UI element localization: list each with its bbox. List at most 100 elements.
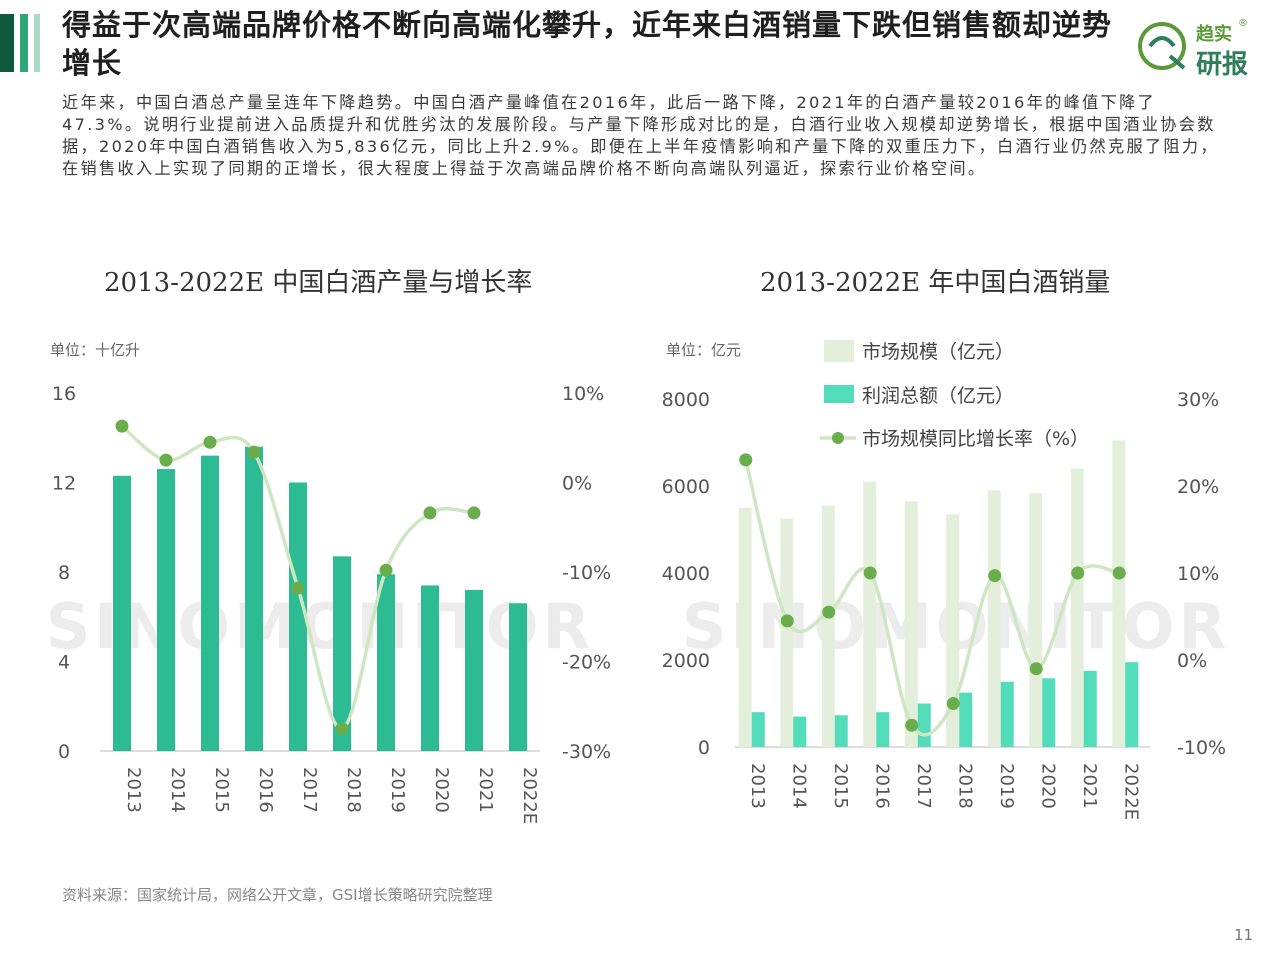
chart2-growth-point xyxy=(1071,566,1085,580)
chart1-bar xyxy=(289,482,307,751)
chart2-growth-point xyxy=(988,569,1002,583)
chart1-x-tick: 2021 xyxy=(475,767,496,813)
chart1-bar xyxy=(465,589,483,751)
chart2-profit-bar xyxy=(917,703,931,747)
chart2-y-tick: 0 xyxy=(698,737,710,759)
chart2-x-tick: 2022E xyxy=(1120,763,1141,820)
legend-swatch-growth-dot xyxy=(832,432,844,444)
chart2-profit-bar xyxy=(1083,670,1097,747)
chart2-y2-tick: 10% xyxy=(1177,563,1219,585)
chart1-growth-point xyxy=(335,722,349,736)
chart2-profit-bar xyxy=(876,712,890,747)
chart2-y-tick: 6000 xyxy=(662,476,710,498)
chart2-growth-point xyxy=(780,614,794,628)
accent-bar-mid xyxy=(20,14,28,72)
chart1-bar xyxy=(377,574,395,751)
chart2-growth-point xyxy=(905,718,919,732)
chart1-growth-point xyxy=(291,581,305,595)
chart2-y2-tick: -10% xyxy=(1177,737,1226,759)
chart1-x-tick: 2014 xyxy=(167,767,188,813)
sales-chart: SINOMONITOR单位：亿元02000400060008000-10%0%1… xyxy=(662,340,1226,820)
chart2-y-tick: 8000 xyxy=(662,389,710,411)
chart1-y2-tick: -20% xyxy=(562,652,611,674)
chart1-bar xyxy=(157,469,175,751)
legend-label-growth: 市场规模同比增长率（%） xyxy=(862,428,1089,450)
logo-text-bottom: 研报 xyxy=(1196,50,1249,80)
chart1-x-tick: 2022E xyxy=(519,767,540,824)
chart2-market-bar xyxy=(1070,468,1084,747)
legend-swatch-profit xyxy=(824,385,854,403)
chart1-x-tick: 2016 xyxy=(255,767,276,813)
chart2-x-tick: 2016 xyxy=(871,763,892,809)
chart2-market-bar xyxy=(1029,493,1043,747)
chart1-x-tick: 2019 xyxy=(387,767,408,813)
chart1-growth-point xyxy=(247,445,261,459)
chart1-bar xyxy=(245,446,263,751)
chart2-unit-label: 单位：亿元 xyxy=(666,341,741,359)
chart1-bar xyxy=(113,475,131,751)
chart1-y-tick: 16 xyxy=(52,383,76,405)
chart2-growth-point xyxy=(739,453,753,467)
chart2-x-tick: 2014 xyxy=(788,763,809,809)
legend-label-market: 市场规模（亿元） xyxy=(862,341,1014,363)
chart2-market-bar xyxy=(987,490,1001,747)
chart1-title: 2013-2022E 中国白酒产量与增长率 xyxy=(104,268,533,298)
accent-bar-light xyxy=(34,14,40,72)
chart2-profit-bar xyxy=(1000,681,1014,747)
chart2-market-bar xyxy=(738,507,752,747)
chart2-market-bar xyxy=(780,518,794,747)
logo-registered-mark: ® xyxy=(1238,18,1248,29)
chart2-y2-tick: 30% xyxy=(1177,389,1219,411)
chart1-y2-tick: -10% xyxy=(562,562,611,584)
chart2-x-tick: 2015 xyxy=(830,763,851,809)
chart2-market-bar xyxy=(1112,440,1126,747)
chart2-growth-point xyxy=(863,566,877,580)
chart1-bar xyxy=(509,603,527,751)
source-note: 资料来源：国家统计局，网络公开文章，GSI增长策略研究院整理 xyxy=(62,886,493,904)
chart2-y2-tick: 0% xyxy=(1177,650,1207,672)
chart2-profit-bar xyxy=(834,715,848,747)
chart1-bar xyxy=(333,556,351,751)
chart2-profit-bar xyxy=(793,716,807,747)
chart1-y2-tick: -30% xyxy=(562,741,611,763)
page-title: 得益于次高端品牌价格不断向高端化攀升，近年来白酒销量下跌但销售额却逆势增长 xyxy=(62,8,1113,80)
chart1-growth-point xyxy=(159,453,173,467)
chart1-x-tick: 2017 xyxy=(299,767,320,813)
chart2-growth-point xyxy=(822,605,836,619)
chart2-x-tick: 2020 xyxy=(1037,763,1058,809)
chart2-market-bar xyxy=(904,501,918,747)
production-chart: SINOMONITOR 单位：十亿升 0 4 8 12 16 -30% -20% -10% 0% 10… xyxy=(46,341,611,824)
chart1-bar xyxy=(201,455,219,751)
chart1-y-tick: 8 xyxy=(58,562,70,584)
chart2-profit-bar xyxy=(959,692,973,747)
chart2-x-tick: 2018 xyxy=(954,763,975,809)
logo-text-top: 趋实 xyxy=(1196,24,1232,45)
chart2-x-tick: 2019 xyxy=(996,763,1017,809)
chart1-bar xyxy=(421,585,439,751)
chart1-y-tick: 12 xyxy=(52,473,76,495)
page-number: 11 xyxy=(1234,926,1254,944)
chart2-x-tick: 2021 xyxy=(1079,763,1100,809)
chart2-market-bar xyxy=(863,481,877,747)
chart1-y2-tick: 10% xyxy=(562,383,604,405)
watermark: SINOMONITOR xyxy=(46,590,594,663)
chart2-market-bar xyxy=(821,505,835,747)
chart2-y2-tick: 20% xyxy=(1177,476,1219,498)
chart1-y-tick: 4 xyxy=(58,652,70,674)
chart1-x-tick: 2020 xyxy=(431,767,452,813)
chart1-growth-point xyxy=(379,563,393,577)
chart2-y-tick: 2000 xyxy=(662,650,710,672)
chart1-y-tick: 0 xyxy=(58,741,70,763)
legend-label-profit: 利润总额（亿元） xyxy=(862,385,1014,407)
chart1-growth-point xyxy=(467,506,481,520)
chart2-growth-point xyxy=(1112,566,1126,580)
chart1-x-tick: 2015 xyxy=(211,767,232,813)
logo-icon xyxy=(1138,22,1186,70)
chart2-y-tick: 4000 xyxy=(662,563,710,585)
chart2-growth-line xyxy=(744,459,1120,737)
chart1-growth-point xyxy=(423,506,437,520)
chart2-profit-bar xyxy=(751,712,765,747)
chart2-title: 2013-2022E 年中国白酒销量 xyxy=(760,268,1111,298)
chart2-growth-point xyxy=(946,697,960,710)
legend-swatch-market xyxy=(824,340,854,362)
